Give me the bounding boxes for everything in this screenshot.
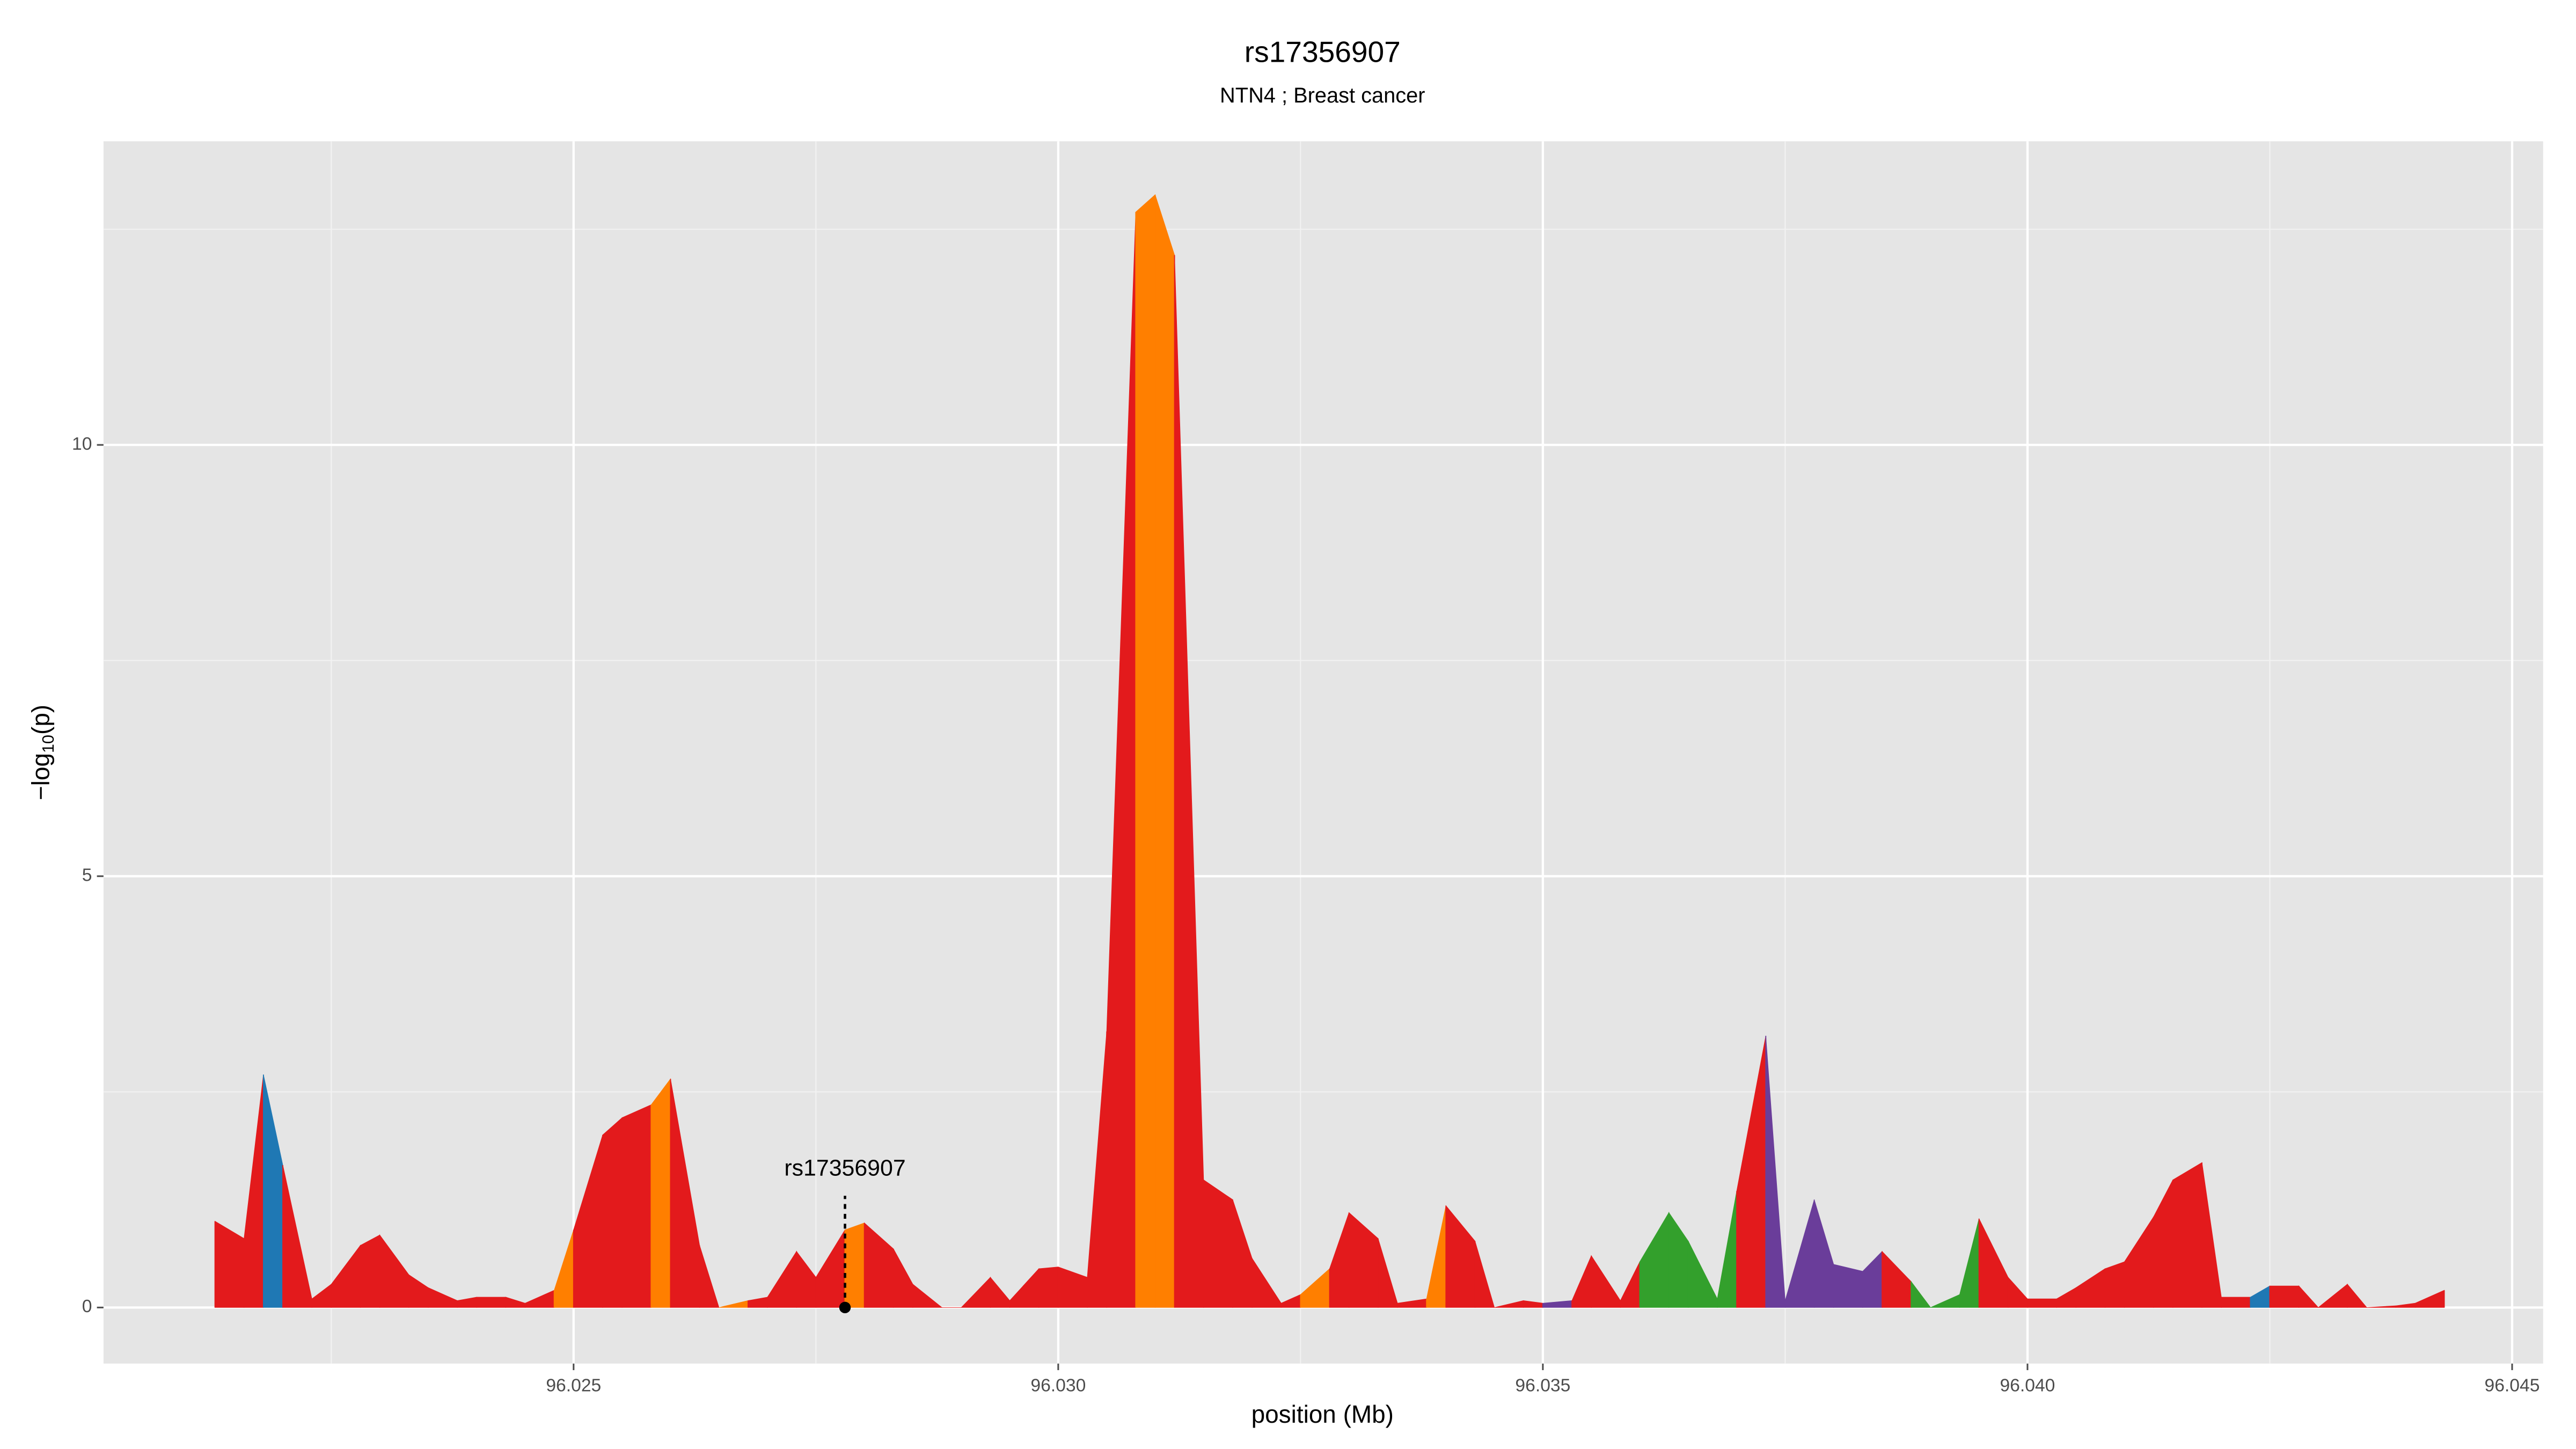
y-tick-label: 10: [72, 434, 92, 454]
chart-title: rs17356907: [1245, 35, 1401, 69]
y-label-sub: 10: [39, 735, 57, 753]
area-segment: [845, 1223, 865, 1308]
y-axis-label: −log10(p): [27, 705, 57, 800]
area-segment: [2270, 1285, 2300, 1308]
area-segment: [2104, 1261, 2125, 1308]
x-tick-label: 96.040: [2000, 1376, 2055, 1396]
plot-panel: [103, 141, 2543, 1364]
area-segment: [1155, 194, 1175, 1308]
area-segment: [1135, 194, 1155, 1308]
annotation-label: rs17356907: [784, 1155, 905, 1181]
area-segment: [2027, 1298, 2057, 1308]
area-segment: [621, 1104, 652, 1308]
x-tick-label: 96.030: [1030, 1376, 1086, 1396]
area-segment: [2172, 1162, 2202, 1308]
x-tick-label: 96.035: [1515, 1376, 1570, 1396]
area-segment: [1038, 1267, 1059, 1308]
area-segment: [1833, 1264, 1863, 1308]
y-label-tail: (p): [27, 705, 55, 735]
y-label-main: −log: [27, 753, 55, 800]
chart-subtitle: NTN4 ; Breast cancer: [1220, 84, 1425, 107]
area-segment: [360, 1234, 380, 1308]
area-segment: [476, 1297, 506, 1308]
y-tick-label: 0: [82, 1297, 92, 1316]
area-segment: [602, 1117, 623, 1308]
annotation-point: [839, 1301, 851, 1314]
x-tick-label: 96.045: [2485, 1376, 2540, 1396]
area-segment: [2221, 1297, 2251, 1308]
area-segment: [1203, 1179, 1233, 1308]
x-axis-label: position (Mb): [1252, 1400, 1394, 1428]
area-segment: [650, 1078, 671, 1308]
x-tick-label: 96.025: [546, 1376, 601, 1396]
y-tick-label: 5: [82, 866, 92, 885]
